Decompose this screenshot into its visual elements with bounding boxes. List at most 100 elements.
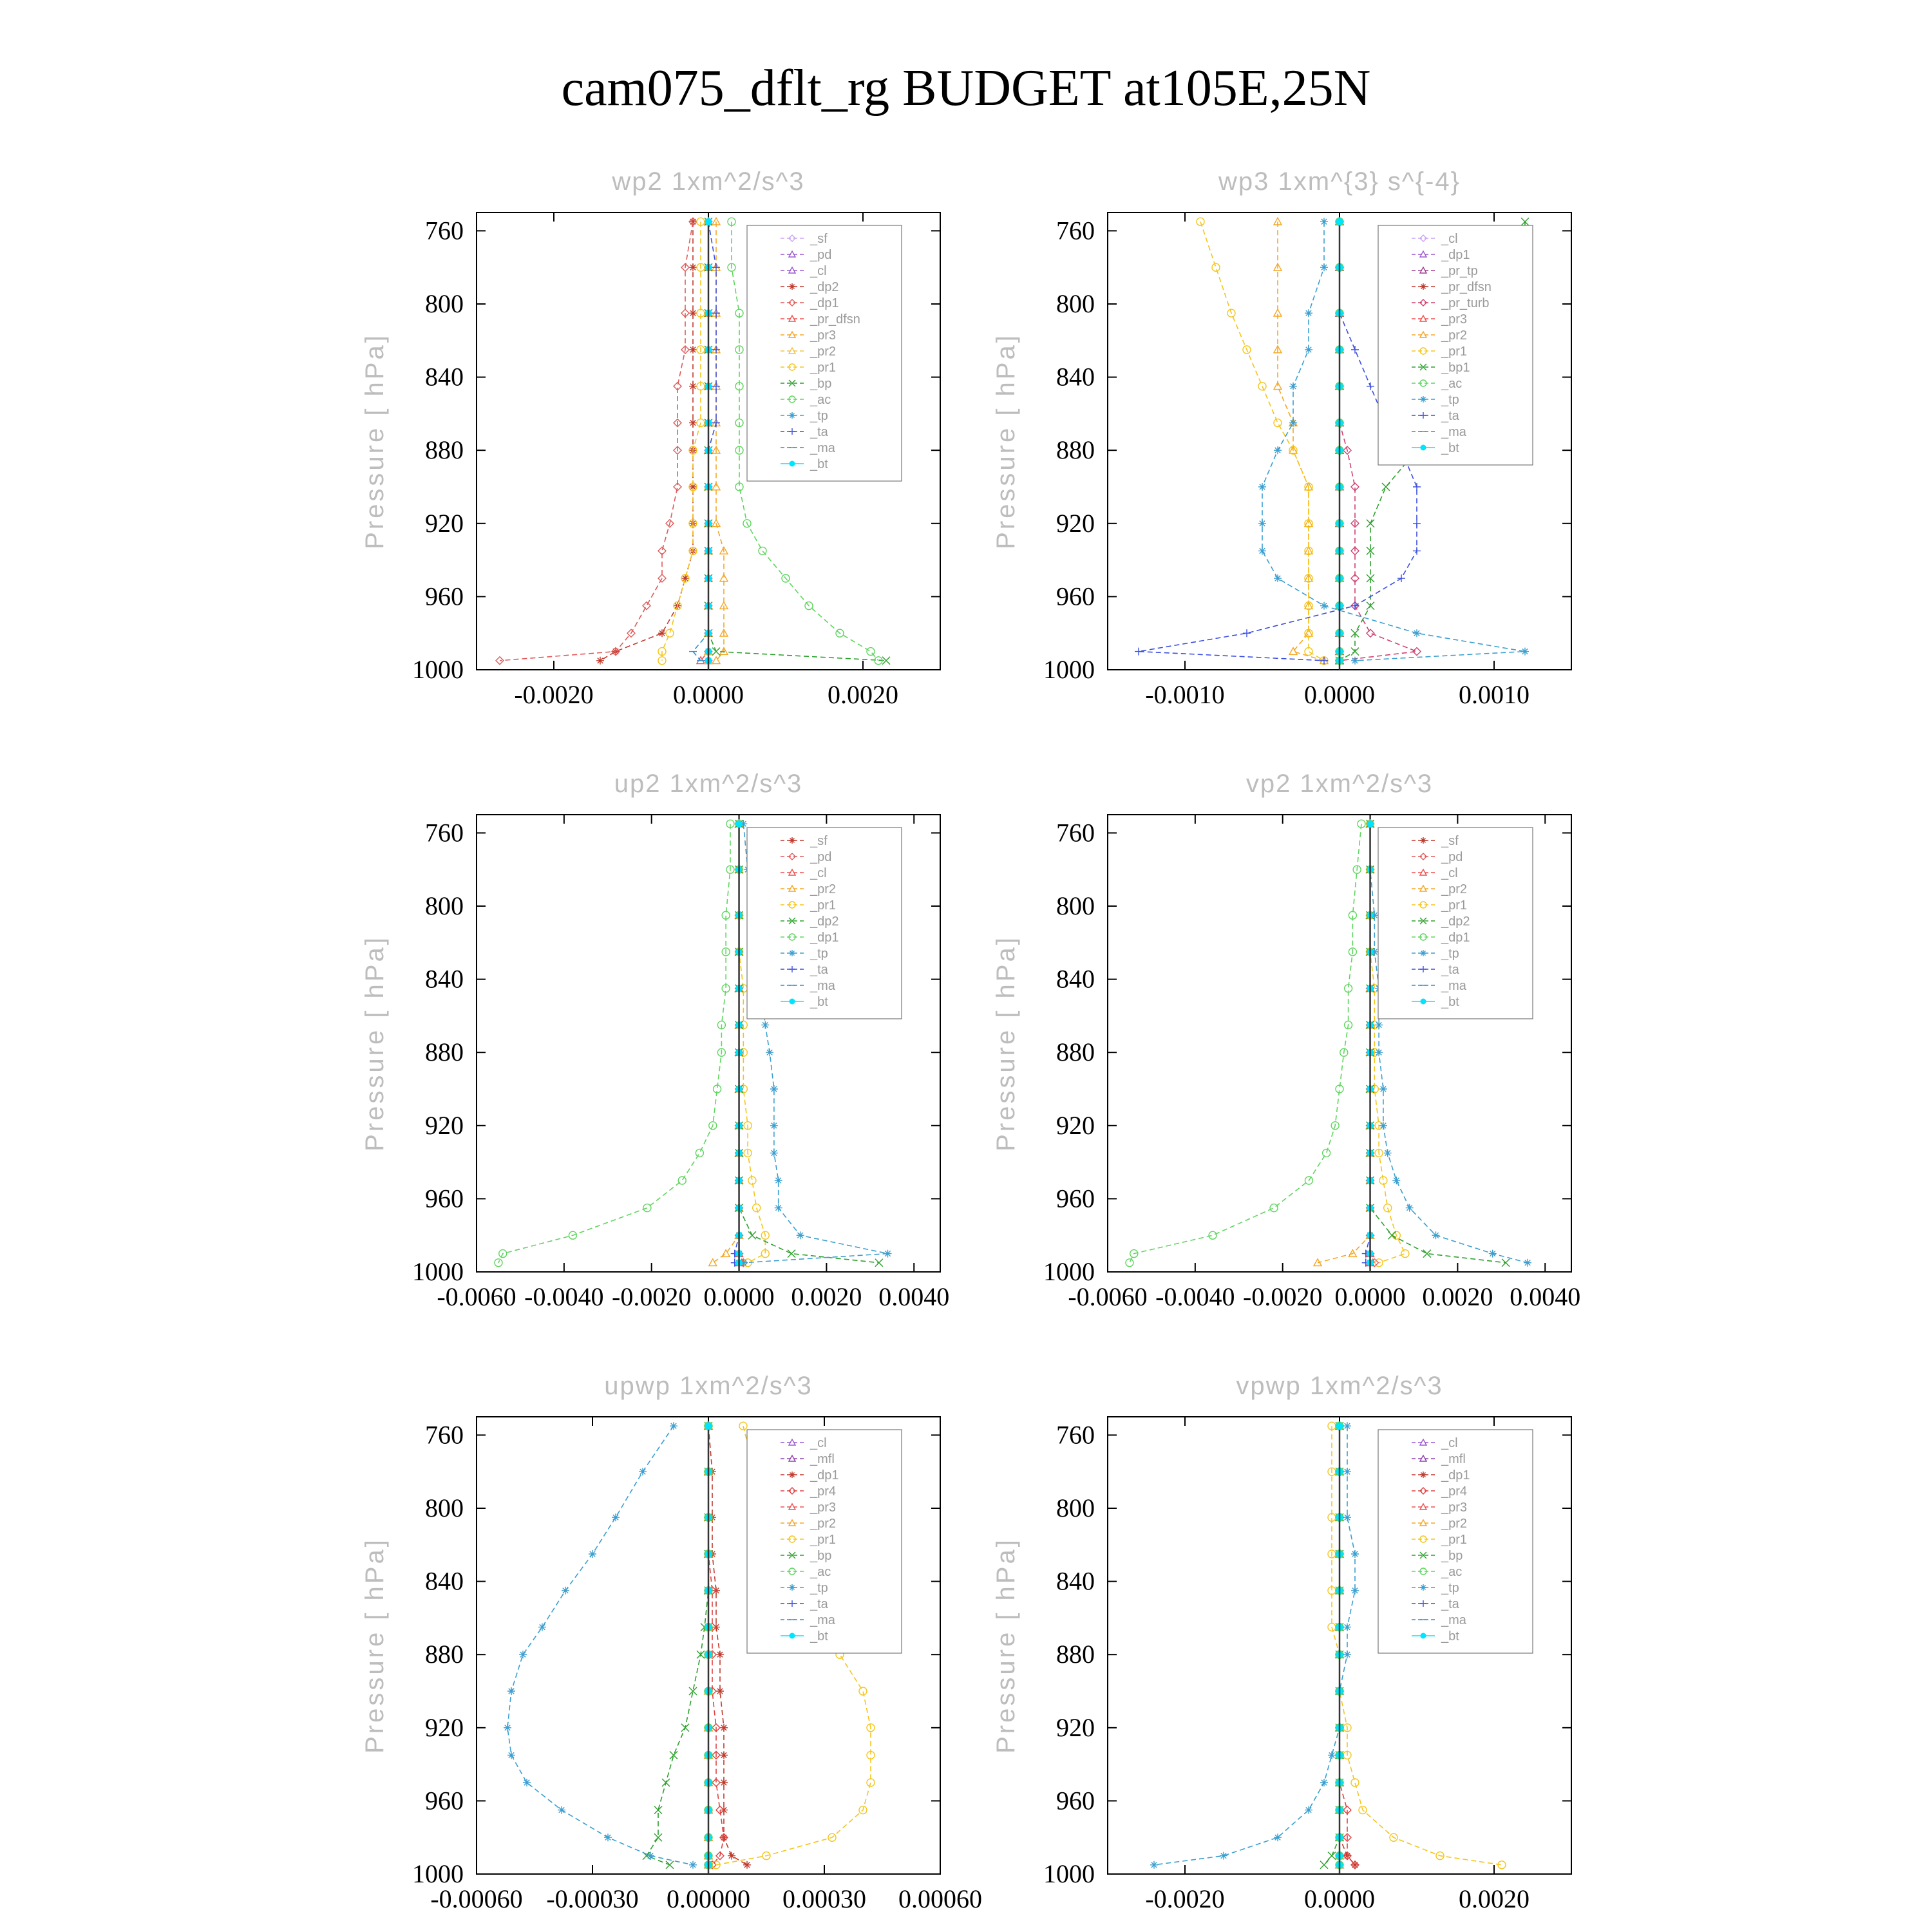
y-tick-label: 1000 bbox=[1043, 1257, 1095, 1286]
data-point-bt bbox=[735, 820, 743, 828]
data-point-pr1 bbox=[1304, 519, 1313, 528]
legend-label: _pr1 bbox=[810, 361, 836, 375]
legend-label: _dp1 bbox=[810, 931, 839, 945]
data-point-tp bbox=[1220, 1852, 1227, 1860]
x-tick-label: -0.0060 bbox=[1068, 1282, 1147, 1311]
series-line-tp bbox=[1153, 1426, 1356, 1866]
data-point-tp bbox=[1289, 419, 1297, 427]
data-point-pr4 bbox=[1343, 1851, 1352, 1861]
data-point-tp bbox=[739, 820, 748, 828]
legend-label: _pr1 bbox=[1441, 345, 1467, 359]
legend-marker bbox=[788, 853, 796, 860]
y-tick-label: 1000 bbox=[1043, 655, 1095, 684]
series-line-pr4 bbox=[708, 1426, 724, 1866]
data-point-pr1 bbox=[658, 656, 667, 665]
chart-panel-vp2: vp2 1xm^2/s^3 Pressure [ hPa] 760 800 840 880… bbox=[992, 770, 1580, 1311]
legend-marker bbox=[1420, 1600, 1426, 1607]
page-title: cam075_dflt_rg BUDGET at105E,25N bbox=[561, 60, 1371, 117]
chart-panel-wp2: wp2 1xm^2/s^3 Pressure [ hPa] 760 800 840 880… bbox=[361, 167, 941, 709]
data-point-ta bbox=[1397, 574, 1405, 582]
y-tick-label: 880 bbox=[425, 1640, 464, 1669]
data-point-pr1 bbox=[1289, 446, 1298, 455]
legend-marker bbox=[1419, 901, 1427, 909]
legend-label: _cl bbox=[1441, 866, 1458, 880]
x-tick-label: 0.0000 bbox=[1335, 1282, 1406, 1311]
y-tick-label: 920 bbox=[1056, 1111, 1095, 1140]
data-point-dp1 bbox=[498, 1249, 507, 1258]
data-point-pr_turb bbox=[1343, 446, 1352, 455]
y-tick-label: 960 bbox=[1056, 1786, 1095, 1815]
data-point-pr1 bbox=[1497, 1861, 1506, 1870]
plot-area bbox=[495, 216, 891, 670]
y-tick-label: 920 bbox=[1056, 1713, 1095, 1742]
data-point-tp bbox=[1379, 1121, 1387, 1130]
y-tick-label: 840 bbox=[1056, 363, 1095, 392]
data-point-bp1 bbox=[1366, 601, 1375, 611]
data-point-ac bbox=[735, 382, 744, 391]
legend-label: _pr1 bbox=[1441, 898, 1467, 913]
data-point-bp bbox=[882, 656, 891, 665]
data-point-ac bbox=[835, 629, 844, 638]
data-point-tp bbox=[1351, 1550, 1359, 1558]
data-point-dp1 bbox=[721, 947, 730, 956]
legend-marker bbox=[788, 1438, 797, 1446]
legend-label: _pr1 bbox=[810, 898, 836, 913]
legend-marker bbox=[1420, 998, 1426, 1005]
data-point-bp bbox=[712, 647, 721, 656]
panel-title: vpwp 1xm^2/s^3 bbox=[1236, 1372, 1443, 1400]
data-point-dp1 bbox=[717, 1048, 726, 1057]
data-point-ta bbox=[1367, 382, 1374, 390]
y-tick-label: 880 bbox=[425, 435, 464, 464]
data-point-dp1 bbox=[688, 217, 697, 227]
data-point-pr1 bbox=[681, 574, 690, 583]
legend-label: _tp bbox=[810, 1581, 828, 1595]
legend-marker bbox=[1419, 314, 1428, 322]
data-point-tp bbox=[670, 1422, 677, 1430]
data-point-bp bbox=[1327, 1852, 1336, 1861]
legend-label: _ta bbox=[1441, 1597, 1460, 1611]
series-line-tp bbox=[1369, 824, 1528, 1264]
y-axis-label: Pressure [ hPa] bbox=[361, 333, 389, 549]
legend-marker bbox=[789, 1584, 795, 1591]
x-tick-label: 0.0000 bbox=[673, 680, 744, 709]
data-point-tp bbox=[507, 1687, 515, 1695]
legend-marker bbox=[788, 901, 796, 909]
x-tick-label: -0.0040 bbox=[524, 1282, 603, 1311]
data-point-ac bbox=[735, 308, 744, 317]
legend-marker bbox=[788, 314, 797, 322]
legend-marker bbox=[788, 884, 797, 892]
data-point-bp bbox=[1320, 1861, 1329, 1870]
data-point-dp1 bbox=[1335, 1084, 1344, 1094]
data-point-tp bbox=[1375, 1048, 1383, 1057]
legend-marker bbox=[789, 1633, 795, 1639]
y-tick-label: 840 bbox=[425, 965, 464, 994]
legend-marker bbox=[789, 283, 795, 290]
data-point-pr1 bbox=[866, 1750, 875, 1760]
y-tick-label: 760 bbox=[425, 818, 464, 847]
legend-marker bbox=[788, 346, 797, 354]
data-point-dp2 bbox=[689, 309, 697, 317]
data-point-tp bbox=[1375, 1021, 1383, 1029]
data-point-dp1 bbox=[495, 656, 504, 665]
data-point-pr1 bbox=[1304, 482, 1313, 491]
legend-marker bbox=[788, 868, 797, 876]
data-point-tp bbox=[739, 1258, 748, 1267]
legend-box bbox=[746, 1429, 902, 1654]
x-tick-label: -0.0020 bbox=[612, 1282, 691, 1311]
data-point-dp2 bbox=[689, 263, 697, 272]
legend-label: _sf bbox=[1441, 834, 1459, 848]
data-point-ta bbox=[1351, 346, 1359, 354]
y-axis-label: Pressure [ hPa] bbox=[992, 935, 1020, 1151]
data-point-pr2 bbox=[1303, 601, 1314, 610]
legend-label: _pr1 bbox=[1441, 1533, 1467, 1547]
y-tick-label: 760 bbox=[1056, 818, 1095, 847]
data-point-bp bbox=[681, 1723, 690, 1732]
data-point-bp bbox=[669, 1750, 678, 1759]
legend-label: _pr2 bbox=[1441, 882, 1467, 896]
data-point-pr1 bbox=[748, 1176, 757, 1185]
data-point-pr4 bbox=[1343, 1833, 1352, 1842]
data-point-dp1 bbox=[721, 984, 730, 993]
legend-label: _ma bbox=[1441, 425, 1467, 439]
legend-label: _pd bbox=[810, 850, 831, 864]
legend-marker bbox=[1419, 1551, 1427, 1559]
